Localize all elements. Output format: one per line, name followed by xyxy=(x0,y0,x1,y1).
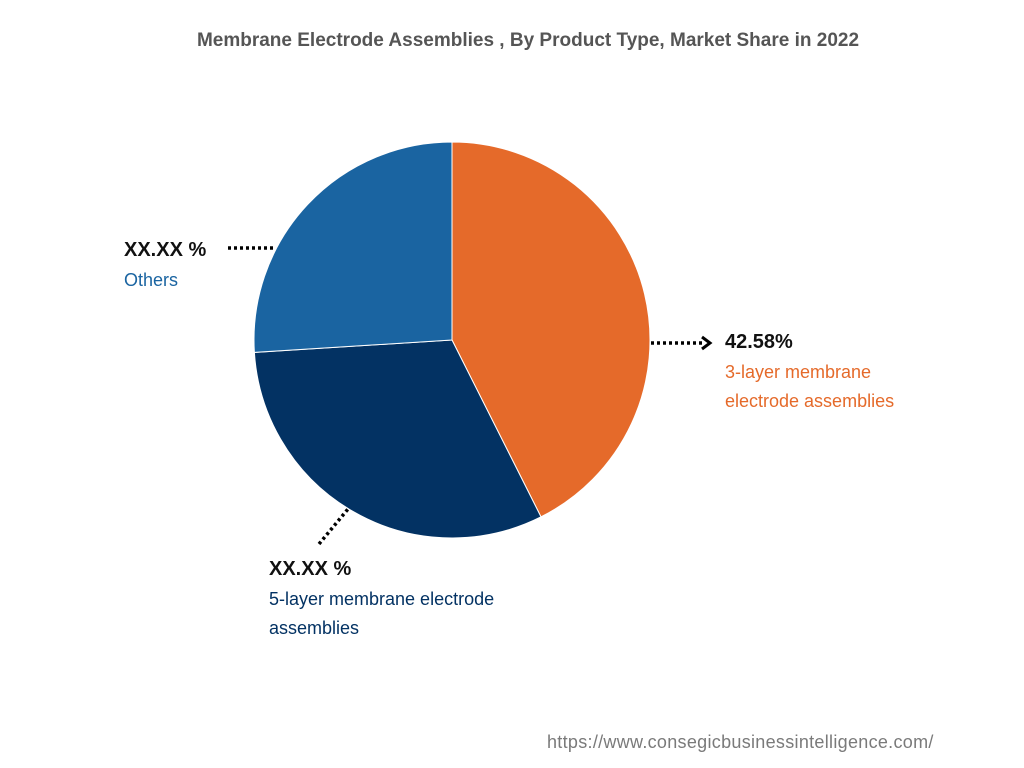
pie-slice-5-layer-membrane-electrode-assemblies xyxy=(253,339,542,539)
slice-value-3-layer: 42.58% xyxy=(725,331,793,353)
slice-name-others: Others xyxy=(124,270,179,290)
slice-label-5-layer: XX.XX % 5-layer membrane electrode assem… xyxy=(269,559,569,643)
slice-name-5-layer: 5-layer membrane electrode assemblies xyxy=(269,589,495,638)
slice-value-others: XX.XX % xyxy=(124,239,207,261)
slice-value-5-layer: XX.XX % xyxy=(269,558,352,580)
pie-slices xyxy=(253,141,651,539)
pie-slice-others xyxy=(253,141,453,353)
leader-line-3-layer xyxy=(651,335,713,351)
chart-title: Membrane Electrode Assemblies , By Produ… xyxy=(196,30,860,51)
pie-slice-3-layer-membrane-electrode-assemblies xyxy=(451,141,651,518)
slice-label-3-layer: 42.58% 3-layer membrane electrode assemb… xyxy=(725,332,945,416)
slice-label-others: XX.XX % Others xyxy=(124,240,206,295)
leader-line-5-layer xyxy=(317,507,350,546)
source-url[interactable]: https://www.consegicbusinessintelligence… xyxy=(547,732,934,752)
slice-name-3-layer: 3-layer membrane electrode assemblies xyxy=(725,362,895,411)
